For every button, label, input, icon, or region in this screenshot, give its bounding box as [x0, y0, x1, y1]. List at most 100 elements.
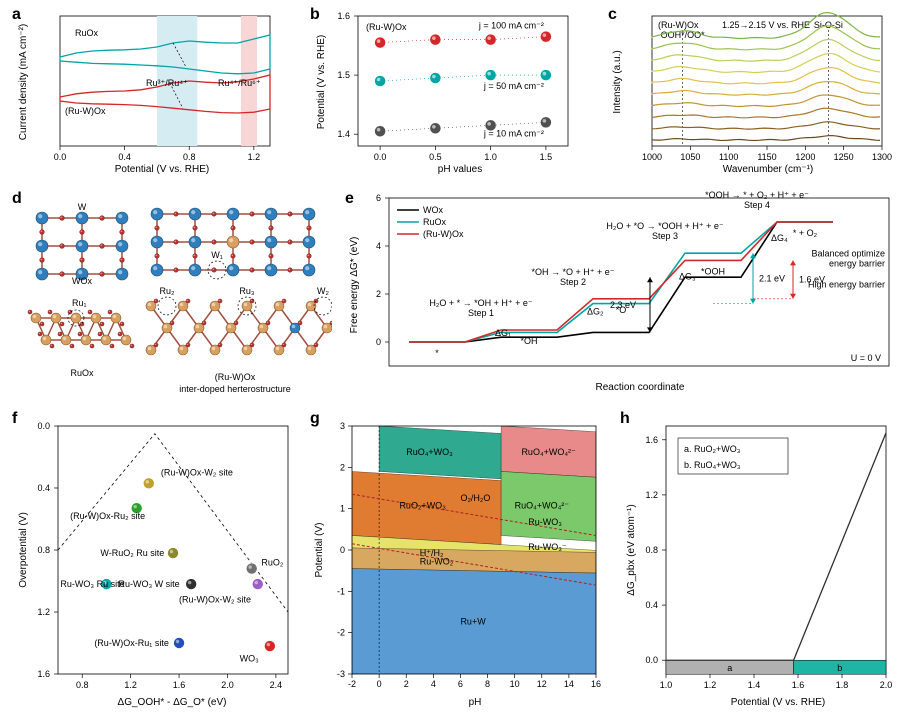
label-transition2: Ru⁴⁺/Ru⁶⁺ [218, 78, 261, 88]
svg-text:0.0: 0.0 [54, 152, 67, 162]
svg-text:8: 8 [485, 679, 490, 689]
h-bar-a-label: a [727, 663, 732, 673]
panel-d-svg: WOx W RuOx Ru₁ Ru₂W₁Ru₃W₂ (Ru-W)Ox inter… [12, 190, 332, 395]
svg-text:1.6: 1.6 [792, 680, 805, 690]
svg-text:ΔG₁: ΔG₁ [495, 328, 511, 338]
svg-text:Step 2: Step 2 [560, 277, 586, 287]
svg-text:Ru+W: Ru+W [460, 616, 486, 626]
svg-text:1.0: 1.0 [660, 680, 673, 690]
svg-text:1.6: 1.6 [645, 435, 658, 445]
panel-h-label: h [620, 410, 630, 428]
svg-text:16: 16 [591, 679, 601, 689]
svg-text:High energy barrier: High energy barrier [808, 280, 885, 290]
e-legend: WOxRuOx(Ru-W)Ox [397, 205, 464, 239]
svg-text:1.2: 1.2 [124, 680, 137, 690]
svg-text:RuO₄+WO₄²⁻: RuO₄+WO₄²⁻ [521, 447, 576, 457]
wox-lattice: WOx W [36, 202, 128, 286]
svg-text:-2: -2 [348, 679, 356, 689]
b-top-label: (Ru-W)Ox [366, 22, 407, 32]
b-xlabel: pH values [438, 164, 482, 175]
svg-text:1.2: 1.2 [248, 152, 261, 162]
svg-text:10: 10 [510, 679, 520, 689]
svg-text:0.8: 0.8 [37, 545, 50, 555]
f-points: (Ru-W)Ox-W₂ site(Ru-W)Ox-Ru₂ siteW-RuO₂ … [60, 468, 283, 664]
svg-text:0.8: 0.8 [183, 152, 196, 162]
a-xlabel: Potential (V vs. RHE) [115, 164, 209, 175]
svg-text:2: 2 [376, 289, 381, 299]
svg-text:4: 4 [376, 241, 381, 251]
svg-text:RuO₂: RuO₂ [261, 557, 284, 567]
panel-d: d WOx W RuOx Ru₁ Ru₂W₁Ru₃W₂ (Ru-W)Ox int… [12, 190, 332, 395]
svg-text:1050: 1050 [680, 152, 700, 162]
h-xticks: 1.01.21.41.61.82.0 [660, 674, 893, 690]
label-transition1: Ru³⁺/Ru⁴⁺ [146, 78, 188, 88]
svg-text:Ru-WO₂: Ru-WO₂ [420, 556, 454, 566]
svg-text:1.5: 1.5 [337, 70, 350, 80]
panel-b-label: b [310, 6, 320, 24]
c-xticks: 1000105011001150120012501300 [642, 146, 892, 162]
panel-a-label: a [12, 6, 21, 24]
f-xticks: 0.81.21.62.02.4 [76, 674, 282, 690]
panel-g-svg: -20246810121416 -3-2-10123 RuO₄+WO₃RuO₄+… [310, 410, 610, 710]
panel-c-svg: (Ru-W)Ox 1.25→2.15 V vs. RHE OOH*/OO* Si… [608, 6, 898, 176]
panel-c-label: c [608, 6, 617, 24]
e-xlabel: Reaction coordinate [596, 382, 685, 393]
svg-text:6: 6 [376, 193, 381, 203]
svg-text:1.4: 1.4 [748, 680, 761, 690]
svg-text:Balanced optimize: Balanced optimize [811, 248, 885, 258]
svg-text:WOx: WOx [423, 205, 443, 215]
svg-text:O₂/H₂O: O₂/H₂O [460, 493, 490, 503]
e-ylabel: Free energy ΔG* (eV) [349, 237, 360, 334]
label-ruox: RuOx [75, 28, 99, 38]
hetero-label-1: (Ru-W)Ox [215, 372, 256, 382]
g-ylabel: Potential (V) [314, 522, 325, 577]
e-ucond: U = 0 V [851, 353, 881, 363]
g-regions [352, 426, 596, 678]
svg-text:RuO₄+WO₃: RuO₄+WO₃ [406, 447, 453, 457]
svg-text:1000: 1000 [642, 152, 662, 162]
h-legend-a: a. RuO₂+WO₃ [684, 444, 741, 454]
svg-text:1.8: 1.8 [836, 680, 849, 690]
h-ylabel: ΔG_pbx (eV atom⁻¹) [626, 504, 637, 595]
h-legend-b: b. RuO₄+WO₃ [684, 460, 741, 470]
svg-text:j = 10 mA cm⁻²: j = 10 mA cm⁻² [483, 128, 544, 138]
f-ylabel: Overpotential (V) [18, 512, 29, 588]
hetero-lattice: Ru₂W₁Ru₃W₂ (Ru-W)Ox inter-doped herteros… [146, 208, 332, 394]
svg-text:*OH → *O + H⁺ + e⁻: *OH → *O + H⁺ + e⁻ [531, 267, 614, 277]
svg-text:(Ru-W)Ox-Ru₂ site: (Ru-W)Ox-Ru₂ site [70, 511, 145, 521]
svg-text:j = 50 mA cm⁻²: j = 50 mA cm⁻² [483, 81, 544, 91]
ruox-label: RuOx [70, 368, 94, 378]
svg-text:0: 0 [340, 545, 345, 555]
svg-text:14: 14 [564, 679, 574, 689]
svg-text:W₂: W₂ [317, 286, 329, 296]
svg-text:0: 0 [377, 679, 382, 689]
label-ruwox: (Ru-W)Ox [65, 106, 106, 116]
svg-text:Step 1: Step 1 [468, 308, 494, 318]
svg-text:*OOH → * + O₂ + H⁺ + e⁻: *OOH → * + O₂ + H⁺ + e⁻ [705, 190, 809, 200]
panel-g-label: g [310, 410, 320, 428]
svg-text:1.6: 1.6 [37, 669, 50, 679]
svg-text:WO₃: WO₃ [240, 654, 259, 664]
svg-text:Step 3: Step 3 [652, 231, 678, 241]
svg-text:2.0: 2.0 [880, 680, 893, 690]
wox-label: WOx [72, 276, 92, 286]
svg-text:0.8: 0.8 [76, 680, 89, 690]
panel-c: c (Ru-W)Ox 1.25→2.15 V vs. RHE OOH*/OO* … [608, 6, 898, 176]
svg-text:(Ru-W)Ox-W₂ site: (Ru-W)Ox-W₂ site [179, 595, 251, 605]
h-xlabel: Potential (V vs. RHE) [731, 697, 825, 708]
svg-text:ΔG₃: ΔG₃ [679, 272, 696, 282]
h-yticks: 0.00.40.81.21.6 [645, 435, 666, 665]
panel-a-svg: 0.0 0.4 0.8 1.2 RuOx (Ru-W)Ox Ru³⁺/Ru⁴⁺ Ru⁴… [12, 6, 292, 176]
svg-text:1150: 1150 [757, 152, 776, 162]
svg-text:*: * [435, 348, 439, 358]
c-ylabel: Intensity (a.u.) [612, 50, 623, 113]
b-ylabel: Potential (V vs. RHE) [316, 35, 327, 129]
c-top-label: (Ru-W)Ox [658, 20, 699, 30]
svg-text:1300: 1300 [872, 152, 892, 162]
svg-text:0: 0 [376, 337, 381, 347]
svg-text:0.4: 0.4 [118, 152, 131, 162]
g-xlabel: pH [469, 697, 482, 708]
svg-text:1100: 1100 [719, 152, 738, 162]
svg-text:0.0: 0.0 [645, 655, 658, 665]
svg-text:6: 6 [458, 679, 463, 689]
